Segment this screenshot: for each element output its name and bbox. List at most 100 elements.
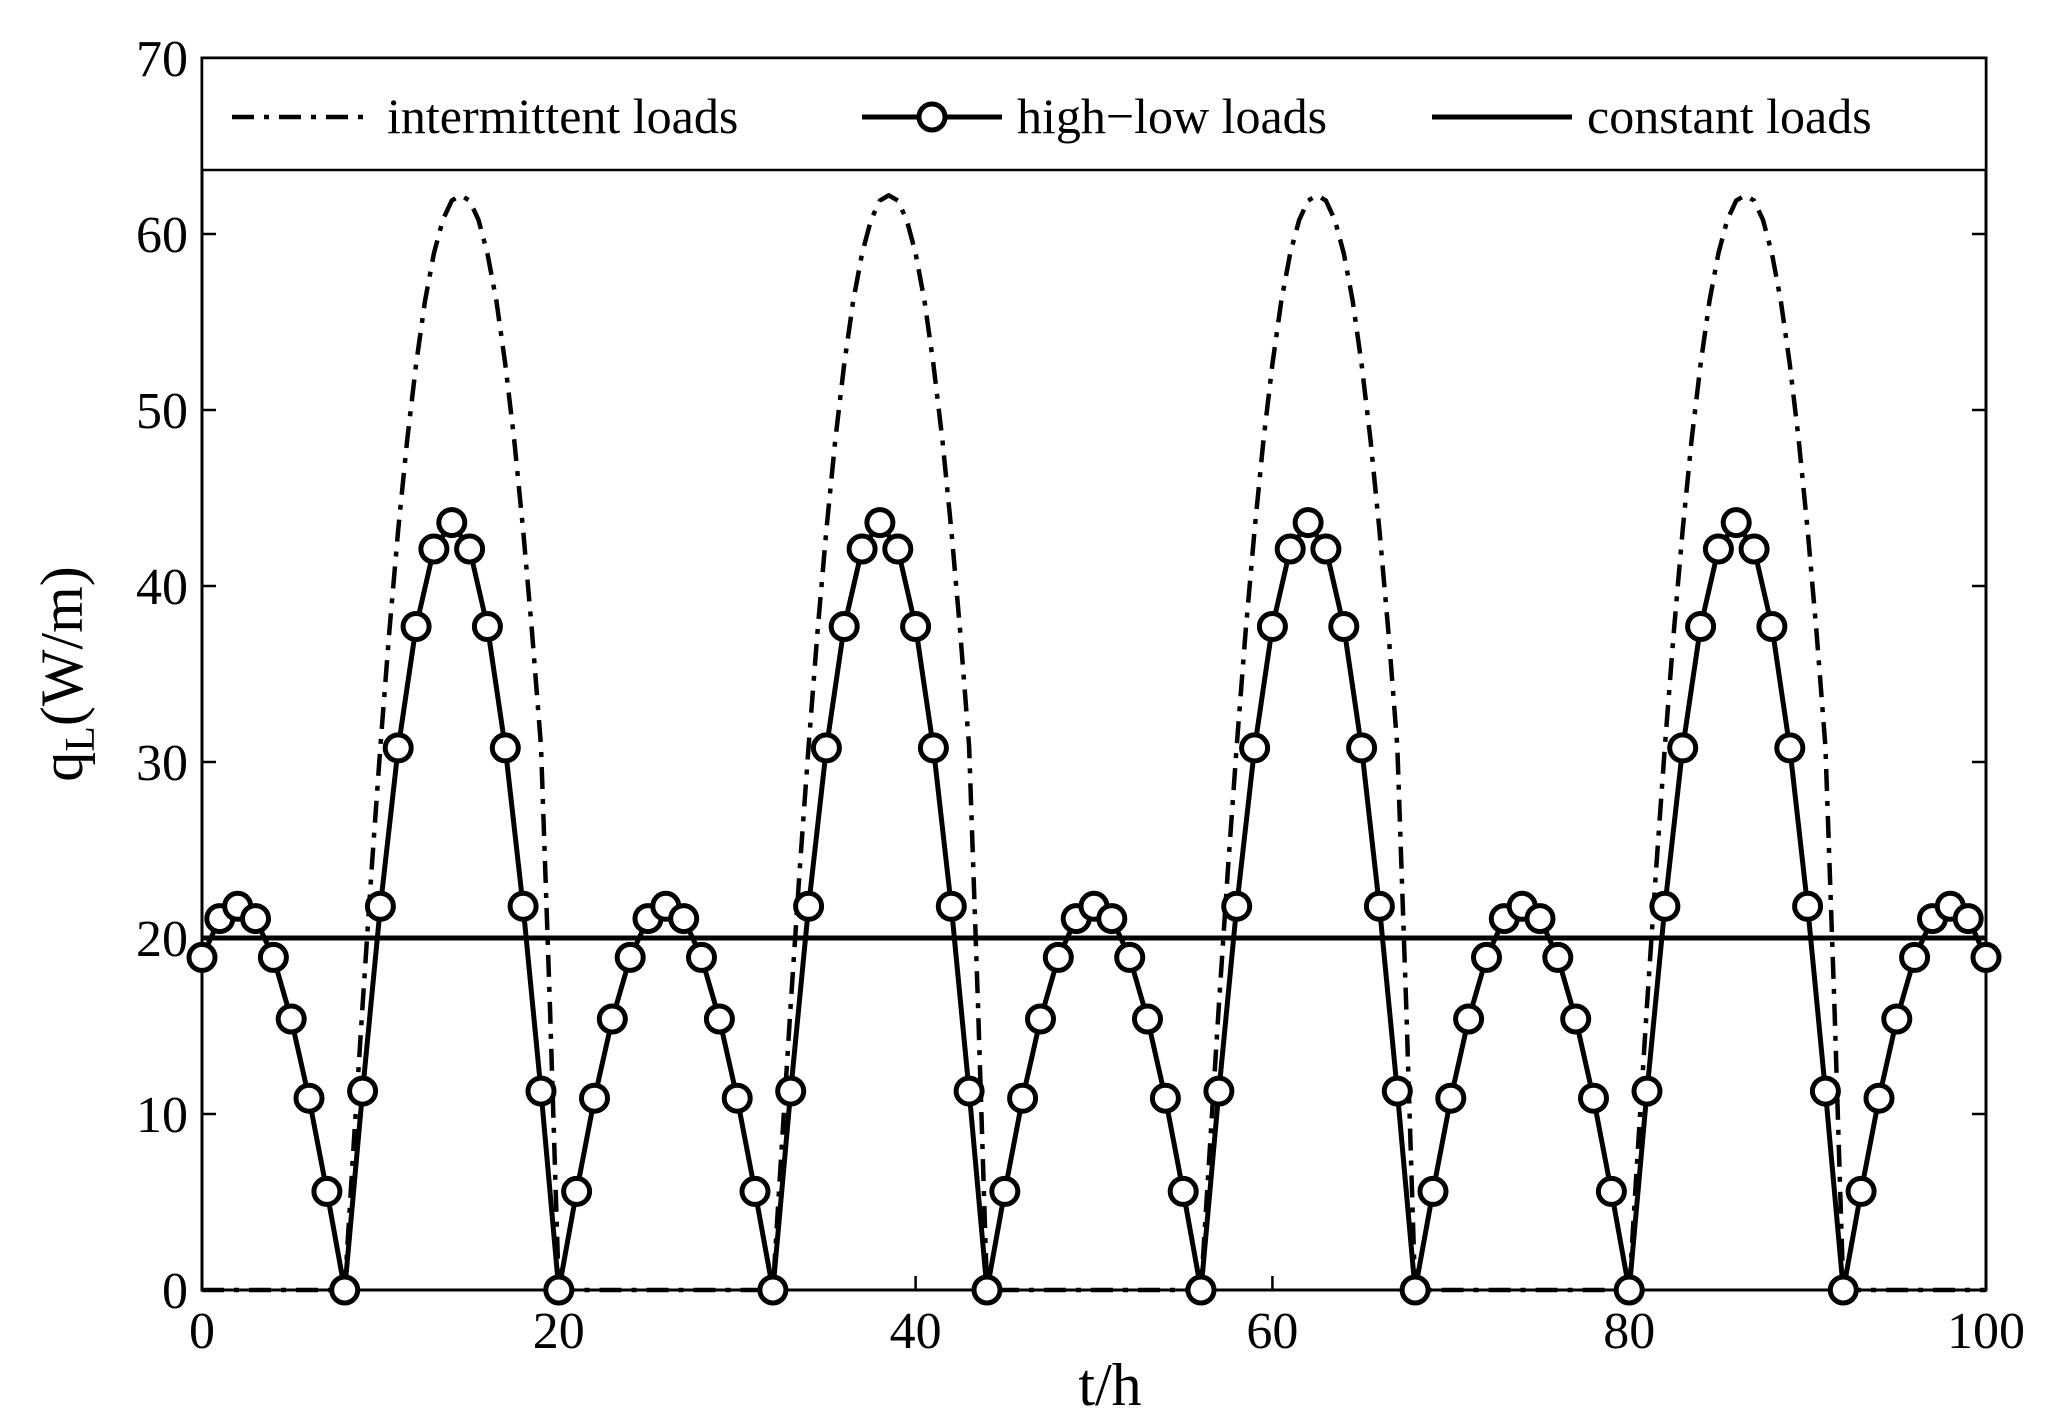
data-point (703, 1003, 735, 1035)
x-tick-label: 60 (1246, 1303, 1298, 1360)
data-point (1471, 941, 1502, 973)
data-point (186, 941, 218, 973)
data-point (828, 611, 860, 642)
y-tick-label: 0 (162, 1263, 188, 1320)
data-point (382, 732, 414, 764)
data-point (668, 903, 700, 935)
legend-label-intermittent: intermittent loads (387, 88, 738, 144)
data-point (1809, 1075, 1841, 1107)
data-point (311, 1175, 343, 1207)
x-tick-label: 0 (189, 1303, 215, 1360)
data-point (347, 1075, 379, 1107)
x-tick-labels: 0 20 40 60 80 100 (189, 1303, 2025, 1360)
data-point (1132, 1003, 1163, 1035)
data-point (1239, 732, 1271, 764)
y-tick-label: 70 (136, 31, 188, 88)
data-point (953, 1075, 985, 1107)
x-tick-label: 20 (533, 1303, 585, 1360)
legend-box (200, 56, 1988, 172)
data-point (364, 890, 396, 922)
data-point (1774, 732, 1806, 764)
y-axis-label-unit: (W/m) (29, 566, 95, 726)
data-point (1560, 1003, 1592, 1035)
data-point (454, 533, 486, 565)
x-tick-label: 80 (1603, 1303, 1655, 1360)
data-point (1613, 1274, 1645, 1306)
data-point (1149, 1082, 1181, 1114)
data-point (1114, 941, 1146, 973)
data-point (1649, 890, 1681, 922)
data-point (489, 732, 521, 764)
x-tick-label: 40 (890, 1303, 942, 1360)
data-point (793, 890, 825, 922)
data-point (1702, 533, 1734, 565)
data-point (471, 611, 503, 642)
data-point (1863, 1082, 1895, 1114)
data-point (882, 533, 914, 565)
data-point (739, 1175, 771, 1207)
data-point (1399, 1274, 1431, 1306)
data-point (775, 1075, 807, 1107)
data-point (1221, 890, 1253, 922)
y-tick-label: 50 (136, 383, 188, 440)
data-point (1524, 903, 1556, 935)
data-point (1881, 1003, 1913, 1035)
series-high-low-loads-markers (186, 507, 2002, 1306)
legend: intermittent loads high−low loads consta… (200, 56, 1988, 172)
x-tick-label: 100 (1947, 1303, 2025, 1360)
data-point (971, 1274, 1003, 1306)
data-point (1096, 903, 1128, 935)
data-point (1346, 732, 1378, 764)
svg-text:qL(W/m): qL(W/m) (29, 566, 104, 782)
data-point (561, 1175, 593, 1207)
y-axis-label-main: q (29, 752, 95, 782)
data-point (1417, 1175, 1449, 1207)
data-point (1578, 1082, 1609, 1114)
data-point (1435, 1082, 1467, 1114)
data-point (1042, 941, 1074, 973)
data-point (935, 890, 967, 922)
data-point (1203, 1075, 1235, 1107)
data-point (596, 1003, 628, 1035)
data-point (757, 1274, 789, 1306)
data-point (257, 941, 289, 973)
data-point (1845, 1175, 1877, 1207)
data-point (900, 611, 932, 642)
data-point (846, 533, 878, 565)
data-point (1756, 611, 1788, 642)
y-tick-label: 30 (136, 735, 188, 792)
data-point (917, 732, 949, 764)
data-point (1899, 941, 1931, 973)
data-point (1827, 1274, 1859, 1306)
legend-label-high-low: high−low loads (1017, 88, 1327, 144)
data-point (686, 941, 717, 973)
data-point (864, 507, 896, 539)
series-intermittent-loads-line (202, 193, 1986, 1293)
data-point (810, 732, 842, 764)
y-tick-label: 20 (136, 911, 188, 968)
data-point (275, 1003, 307, 1035)
data-point (543, 1274, 575, 1306)
y-axis-label: qL(W/m) (29, 566, 104, 782)
data-point (329, 1274, 361, 1306)
data-point (1274, 533, 1306, 565)
data-point (1792, 890, 1824, 922)
data-point (989, 1175, 1021, 1207)
data-point (1363, 890, 1395, 922)
x-axis-label: t/h (1078, 1352, 1141, 1418)
data-point (1595, 1175, 1627, 1207)
y-tick-label: 10 (136, 1087, 188, 1144)
data-point (721, 1082, 753, 1114)
data-point (1542, 941, 1574, 973)
legend-marker-high-low (916, 101, 948, 133)
data-point (1167, 1175, 1199, 1207)
data-point (1970, 941, 2002, 973)
y-axis-label-subscript: L (58, 726, 104, 752)
data-point (614, 941, 646, 973)
data-point (525, 1075, 557, 1107)
data-point (1292, 507, 1324, 539)
y-tick-label: 40 (136, 559, 188, 616)
data-point (507, 890, 539, 922)
data-point (1185, 1274, 1217, 1306)
